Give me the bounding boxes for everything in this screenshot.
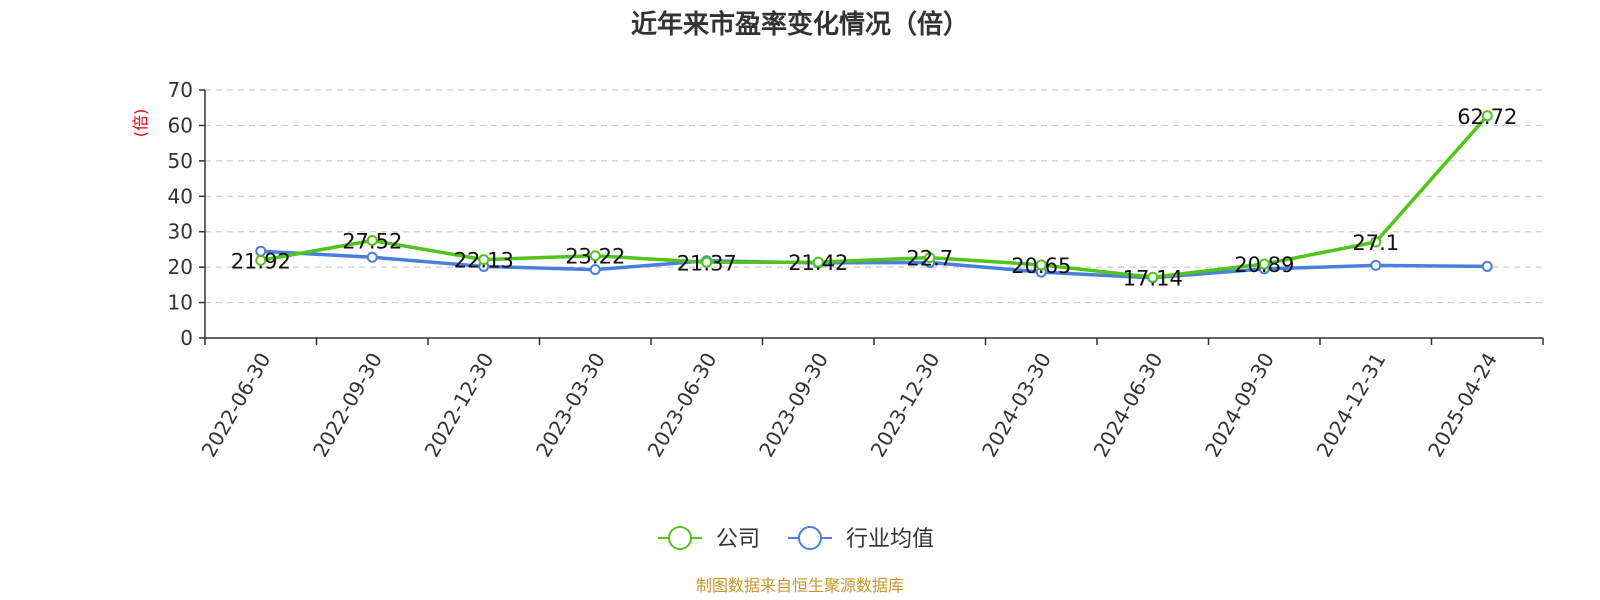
- y-tick-label: 50: [168, 149, 193, 173]
- x-tick-label: 2022-06-30: [197, 349, 276, 462]
- series-point-0[interactable]: [1481, 110, 1493, 122]
- series-point-0[interactable]: [1147, 271, 1159, 283]
- data-label: 21.42: [788, 251, 848, 275]
- x-tick-label: 2025-04-24: [1423, 349, 1502, 462]
- data-label: 27.52: [342, 230, 402, 254]
- series-point-1[interactable]: [589, 264, 601, 276]
- x-tick-label: 2024-06-30: [1089, 349, 1168, 462]
- series-line-0: [260, 114, 1489, 280]
- legend-circle-marker: [668, 526, 692, 550]
- data-label: 21.37: [677, 251, 737, 275]
- y-tick-label: 40: [168, 184, 193, 208]
- data-label: 23.22: [565, 245, 625, 269]
- y-tick-label: 60: [168, 113, 193, 137]
- data-label: 20.65: [1011, 254, 1071, 278]
- series-point-0[interactable]: [1258, 258, 1270, 270]
- data-label: 62.72: [1457, 105, 1517, 129]
- y-tick-label: 70: [168, 78, 193, 102]
- data-label: 22.7: [906, 247, 953, 271]
- x-tick-label: 2024-12-31: [1312, 349, 1391, 462]
- data-label: 20.89: [1234, 253, 1294, 277]
- x-tick-label: 2023-12-30: [866, 349, 945, 462]
- legend-label: 公司: [716, 527, 760, 552]
- series-point-0[interactable]: [589, 250, 601, 262]
- data-label-layer: 21.92 27.52 22.13 23.22 21.37 21.42 22.7 20.65 1…: [231, 105, 1518, 290]
- data-label: 17.14: [1123, 266, 1183, 290]
- series-point-0[interactable]: [255, 254, 267, 266]
- y-tick-label: 0: [180, 326, 193, 350]
- legend-item-0[interactable]: 公司: [658, 526, 760, 552]
- series-point-0[interactable]: [1035, 259, 1047, 271]
- y-tick-label: 10: [168, 291, 193, 315]
- data-label: 27.1: [1352, 231, 1399, 255]
- series-point-1[interactable]: [366, 251, 378, 263]
- x-tick-label: 2024-09-30: [1200, 349, 1279, 462]
- series-point-0[interactable]: [478, 254, 490, 266]
- x-tick-label: 2022-12-30: [420, 349, 499, 462]
- axis-layer: 0 10 20 30 40 50 60 70 2022-06-30 2022-09-30 2022-…: [168, 78, 1544, 462]
- x-tick-label: 2024-03-30: [977, 349, 1056, 462]
- legend-label: 行业均值: [846, 527, 934, 552]
- series-point-0[interactable]: [812, 256, 824, 268]
- series-point-0[interactable]: [1370, 236, 1382, 248]
- grid-layer: [205, 89, 1543, 304]
- series-point-0[interactable]: [701, 256, 713, 268]
- legend: 公司 行业均值: [658, 526, 934, 552]
- legend-circle-marker: [798, 526, 822, 550]
- y-tick-label: 30: [168, 220, 193, 244]
- series-layer: [255, 110, 1493, 284]
- x-tick-label: 2023-03-30: [531, 349, 610, 462]
- x-tick-label: 2023-09-30: [754, 349, 833, 462]
- data-label: 21.92: [231, 249, 291, 273]
- x-tick-label: 2023-06-30: [643, 349, 722, 462]
- y-axis-label: (倍): [131, 109, 150, 138]
- chart-title: 近年来市盈率变化情况（倍）: [631, 9, 969, 40]
- series-point-1[interactable]: [1370, 259, 1382, 271]
- series-point-0[interactable]: [366, 235, 378, 247]
- series-point-0[interactable]: [924, 252, 936, 264]
- y-tick-label: 20: [168, 255, 193, 279]
- data-label: 22.13: [454, 249, 514, 273]
- source-note: 制图数据来自恒生聚源数据库: [696, 576, 904, 595]
- legend-item-1[interactable]: 行业均值: [788, 526, 934, 552]
- x-tick-label: 2022-09-30: [308, 349, 387, 462]
- series-line-1: [260, 249, 1488, 280]
- series-point-1[interactable]: [1481, 260, 1493, 272]
